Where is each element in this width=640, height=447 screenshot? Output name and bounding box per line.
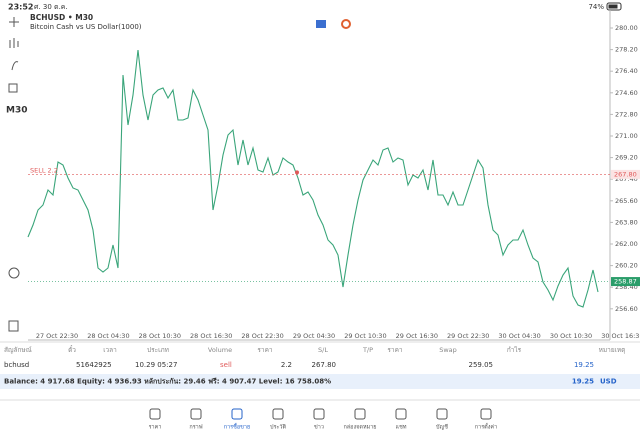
column-header: Volume: [208, 346, 232, 354]
nav-icon[interactable]: [190, 408, 202, 420]
nav-label[interactable]: การตั้งค่า: [475, 423, 497, 431]
tool-icon[interactable]: [8, 267, 20, 279]
function-icon[interactable]: [11, 61, 19, 71]
x-tick-label: 29 Oct 04:30: [293, 332, 335, 340]
position-volume[interactable]: 2.2: [281, 361, 292, 369]
nav-icon[interactable]: [231, 408, 243, 420]
bid-price-label: 258.87: [614, 278, 637, 286]
position-profit[interactable]: 19.25: [574, 361, 594, 369]
y-tick-label: 274.60: [615, 89, 638, 97]
balance-currency: USD: [600, 378, 617, 386]
trade-icon[interactable]: [341, 19, 351, 29]
position-price[interactable]: 267.80: [312, 361, 337, 369]
y-tick-label: 265.60: [615, 197, 638, 205]
price-line: [27, 49, 599, 308]
column-header: Swap: [439, 346, 457, 354]
nav-icon[interactable]: [395, 408, 407, 420]
column-header: S/L: [318, 346, 328, 354]
nav-icon[interactable]: [480, 408, 492, 420]
nav-label[interactable]: การซื้อขาย: [224, 423, 250, 431]
x-tick-label: 30 Oct 04:30: [498, 332, 540, 340]
x-tick-label: 28 Oct 04:30: [87, 332, 129, 340]
column-header: ประเภท: [147, 346, 169, 354]
y-tick-label: 267.40: [615, 175, 638, 183]
balance-text: Balance: 4 917.68 Equity: 4 936.93 หลักป…: [4, 378, 331, 386]
column-header: T/P: [362, 346, 373, 354]
order-label: SELL 2.2: [30, 166, 58, 174]
y-tick-label: 272.80: [615, 110, 638, 118]
y-tick-label: 262.00: [615, 240, 638, 248]
y-tick-label: 280.00: [615, 24, 638, 32]
x-tick-label: 30 Oct 10:30: [550, 332, 592, 340]
x-tick-label: 28 Oct 10:30: [139, 332, 181, 340]
status-battery: 74%: [588, 3, 604, 11]
column-header: ราคา: [387, 346, 402, 354]
indicators-icon[interactable]: [9, 38, 19, 48]
buy-sell-icon[interactable]: [316, 20, 326, 28]
nav-icon[interactable]: [313, 408, 325, 420]
nav-label[interactable]: บัญชี: [436, 424, 448, 431]
x-tick-label: 30 Oct 16:30: [601, 332, 640, 340]
status-date: ศ. 30 ต.ค.: [34, 3, 68, 11]
column-header: ราคา: [257, 346, 272, 354]
status-time: 23:52: [8, 3, 33, 12]
y-tick-label: 260.20: [615, 262, 638, 270]
nav-label[interactable]: กล่องจดหมาย: [343, 425, 376, 431]
objects-icon[interactable]: [8, 83, 18, 93]
column-header: กำไร: [507, 346, 522, 354]
bid-price-box: [611, 277, 640, 287]
nav-label[interactable]: ประวัติ: [270, 424, 286, 431]
nav-label[interactable]: กราฟ: [189, 424, 202, 431]
order-price-box: [611, 169, 640, 179]
position-time[interactable]: 10.29 05:27: [135, 361, 177, 369]
y-tick-label: 276.40: [615, 67, 638, 75]
chart-title: BCHUSD • M30: [30, 13, 93, 22]
position-type[interactable]: sell: [220, 361, 232, 369]
x-tick-label: 29 Oct 16:30: [396, 332, 438, 340]
battery-fill: [608, 4, 618, 9]
balance-total: 19.25: [572, 378, 594, 386]
x-tick-label: 29 Oct 22:30: [447, 332, 489, 340]
x-tick-label: 27 Oct 22:30: [36, 332, 78, 340]
x-tick-label: 28 Oct 22:30: [241, 332, 283, 340]
column-header: หมายเหตุ: [599, 346, 626, 354]
position-symbol[interactable]: bchusd: [4, 361, 29, 369]
battery-icon: [606, 2, 622, 11]
x-tick-label: 29 Oct 10:30: [344, 332, 386, 340]
add-icon[interactable]: [8, 320, 19, 332]
column-header: เวลา: [103, 346, 117, 354]
left-toolbar: [8, 17, 20, 332]
nav-label[interactable]: ราคา: [149, 425, 162, 431]
timeframe[interactable]: M30: [6, 106, 27, 116]
y-tick-label: 269.20: [615, 154, 638, 162]
column-header: ตั๋ว: [68, 345, 76, 354]
nav-icon[interactable]: [149, 408, 161, 420]
y-tick-label: 278.20: [615, 46, 638, 54]
y-tick-label: 256.60: [615, 305, 638, 313]
y-tick-label: 263.80: [615, 218, 638, 226]
order-point: [295, 170, 299, 175]
nav-icon[interactable]: [272, 408, 284, 420]
position-current_price[interactable]: 259.05: [469, 361, 494, 369]
nav-icon[interactable]: [354, 408, 366, 420]
chart-subtitle: Bitcoin Cash vs US Dollar(1000): [30, 23, 142, 31]
order-price-label: 267.80: [614, 170, 637, 178]
y-tick-label: 258.40: [615, 283, 638, 291]
balance-bar: [0, 374, 640, 389]
nav-label[interactable]: ข่าว: [314, 425, 324, 431]
y-tick-label: 271.00: [615, 132, 638, 140]
position-ticket[interactable]: 51642925: [76, 361, 112, 369]
nav-icon[interactable]: [436, 408, 448, 420]
x-tick-label: 28 Oct 16:30: [190, 332, 232, 340]
nav-label[interactable]: แชท: [396, 424, 407, 431]
crosshair-icon[interactable]: [9, 17, 19, 27]
column-header: สัญลักษณ์: [4, 346, 32, 354]
